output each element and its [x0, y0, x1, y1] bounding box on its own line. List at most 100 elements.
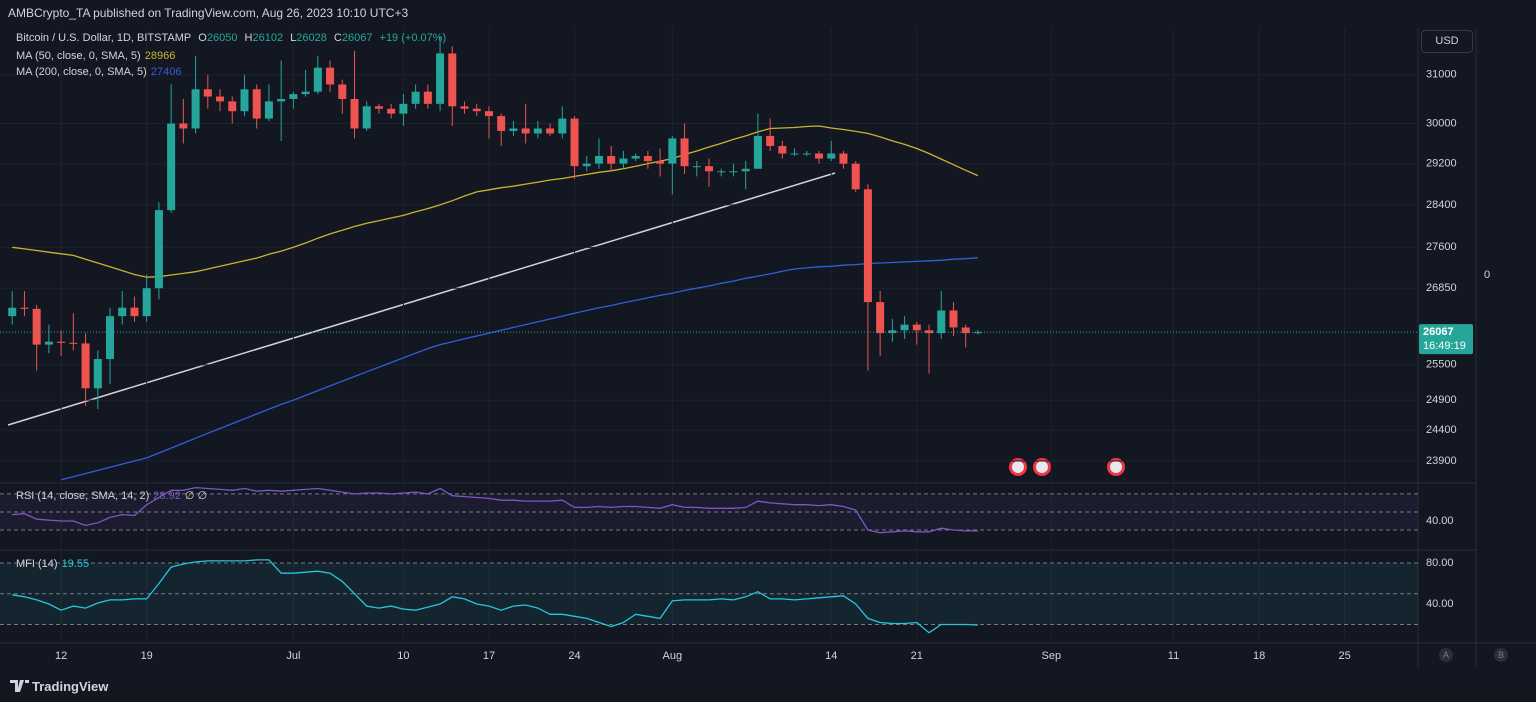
candle-body	[827, 153, 836, 159]
candle-body	[326, 67, 335, 85]
candle-body	[57, 341, 66, 343]
candle-body	[766, 135, 775, 146]
candle-body	[521, 128, 530, 134]
candle-body	[643, 156, 652, 162]
x-tick-label: Jul	[286, 650, 300, 662]
publish-header: AMBCrypto_TA published on TradingView.co…	[8, 6, 409, 20]
candle-body	[93, 359, 102, 389]
x-tick-label: 14	[825, 650, 837, 662]
candle-body	[142, 288, 151, 317]
candle-body	[876, 302, 885, 334]
x-tick-label: 11	[1168, 650, 1179, 662]
event-flags	[1009, 458, 1125, 476]
mfi-legend: MFI (14) 19.55	[16, 558, 93, 570]
indicator-line	[12, 486, 978, 534]
indicator-value: 28.92	[153, 490, 181, 502]
candle-body	[252, 89, 261, 119]
candle-body	[301, 91, 310, 95]
y-tick-label: 30000	[1426, 117, 1457, 129]
scale-label: 0	[1484, 269, 1491, 281]
candle-body	[8, 307, 17, 317]
candle-body	[912, 324, 921, 331]
ma-legend: MA (50, close, 0, SMA, 5) 28966	[16, 50, 179, 62]
scale-button[interactable]: B	[1494, 648, 1508, 662]
candle-body	[313, 67, 322, 92]
symbol-title: Bitcoin / U.S. Dollar, 1D, BITSTAMP	[16, 32, 192, 44]
ohlc-prefix: C	[333, 32, 342, 44]
indicator-extra: ∅ ∅	[184, 490, 208, 502]
candle-body	[619, 158, 628, 164]
candle-body	[484, 111, 493, 117]
moving-average-line	[60, 257, 978, 481]
candle-body	[851, 163, 860, 190]
price-change: +19 (+0.07%)	[379, 32, 447, 44]
candle-body	[387, 108, 396, 114]
auto-scale-button[interactable]: A	[1439, 648, 1453, 662]
candle-body	[130, 307, 139, 317]
candle-body	[949, 310, 958, 328]
ohlc-value: 26067	[341, 32, 373, 44]
candle-body	[973, 332, 982, 334]
candle-body	[216, 96, 225, 102]
candle-body	[570, 118, 579, 167]
candle-body	[778, 145, 787, 154]
event-flag-icon	[1012, 461, 1024, 473]
candle-body	[179, 123, 188, 129]
candle-body	[546, 128, 555, 134]
x-tick-label: 10	[397, 650, 409, 662]
candle-body	[656, 161, 665, 164]
ohlc-prefix: O	[198, 32, 207, 44]
candle-body	[411, 91, 420, 104]
candle-body	[423, 91, 432, 104]
ma-legend: MA (200, close, 0, SMA, 5) 27406	[16, 66, 185, 78]
candle-body	[925, 330, 934, 334]
candle-body	[717, 171, 726, 173]
x-tick-label: 25	[1339, 650, 1351, 662]
candle-body	[167, 123, 176, 211]
candle-body	[533, 128, 542, 134]
y-tick-label: 24400	[1426, 424, 1457, 436]
y-tick-label: 80.00	[1426, 557, 1454, 569]
currency-button[interactable]: USD	[1421, 30, 1473, 53]
candle-body	[118, 307, 127, 317]
x-tick-label: 24	[568, 650, 580, 662]
candle-body	[692, 166, 701, 168]
candle-body	[228, 101, 237, 112]
candle-body	[790, 153, 799, 155]
candle-body	[631, 156, 640, 159]
indicator-value: 19.55	[61, 558, 90, 570]
candle-body	[741, 168, 750, 172]
trend-line	[7, 172, 836, 426]
candle-body	[338, 84, 347, 99]
candle-body	[277, 98, 286, 102]
x-tick-label: 18	[1253, 650, 1265, 662]
x-tick-label: Sep	[1041, 650, 1061, 662]
candle-body	[815, 153, 824, 159]
candle-body	[44, 341, 53, 345]
y-tick-label: 40.00	[1426, 598, 1454, 610]
candle-body	[374, 106, 383, 109]
ohlc-value: 26050	[206, 32, 238, 44]
candle-body	[509, 128, 518, 131]
candle-body	[705, 166, 713, 172]
candle-body	[472, 108, 481, 112]
candle-body	[558, 118, 567, 134]
y-tick-label: 25500	[1426, 359, 1457, 371]
candle-body	[888, 330, 897, 334]
x-tick-label: 21	[911, 650, 923, 662]
ma-value: 27406	[150, 66, 182, 78]
y-tick-label: 24900	[1426, 394, 1457, 406]
candle-body	[154, 210, 163, 289]
candle-body	[240, 89, 249, 112]
indicator-line	[12, 559, 978, 634]
candle-body	[264, 101, 273, 119]
last-price-label: 26067	[1423, 326, 1454, 338]
candle-body	[350, 98, 359, 129]
candle-body	[436, 53, 445, 104]
plot-layer: 12 19 Jul 10 17 24 Aug 14 21 Sep 11 18 25 23900 24400 2…	[0, 28, 1473, 662]
main-legend: Bitcoin / U.S. Dollar, 1D, BITSTAMP O260…	[16, 32, 450, 44]
x-tick-label: 19	[141, 650, 153, 662]
x-tick-label: 17	[483, 650, 495, 662]
candle-body	[448, 53, 457, 107]
y-tick-label: 28400	[1426, 199, 1457, 211]
